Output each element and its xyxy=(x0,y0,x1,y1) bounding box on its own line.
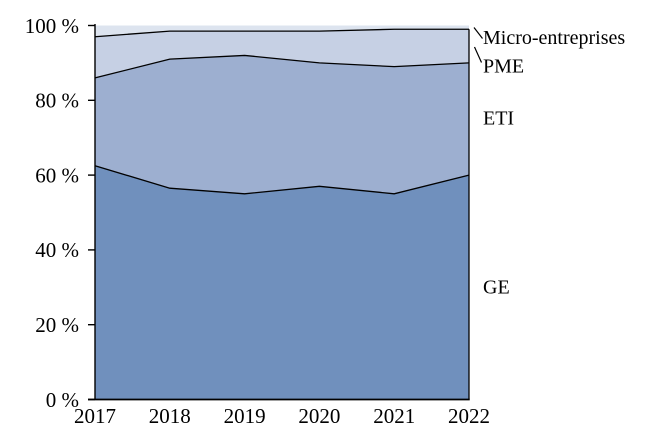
x-axis-tick-label: 2019 xyxy=(224,404,266,428)
x-axis-tick-label: 2018 xyxy=(149,404,191,428)
area-pme xyxy=(95,29,469,78)
series-label-micro-entreprises: Micro-entreprises xyxy=(483,27,625,49)
x-axis-tick-label: 2017 xyxy=(74,404,116,428)
leader-line-pme xyxy=(473,46,483,63)
y-axis-tick-label: 60 % xyxy=(35,163,79,187)
y-axis-tick-label: 40 % xyxy=(35,238,79,262)
leader-line-micro-entreprises xyxy=(473,27,483,39)
area-eti xyxy=(95,55,469,194)
series-label-eti: ETI xyxy=(483,108,514,130)
y-axis-tick-label: 20 % xyxy=(35,313,79,337)
y-axis-tick-label: 0 % xyxy=(46,388,79,412)
boundary-line-pme-top xyxy=(94,28,469,38)
x-axis-tick-label: 2021 xyxy=(373,404,415,428)
y-axis-tick-label: 80 % xyxy=(35,89,79,113)
area-ge xyxy=(95,165,469,400)
boundary-line-eti-top xyxy=(94,54,470,79)
boundary-line-ge-top xyxy=(94,165,470,195)
series-label-ge: GE xyxy=(483,277,510,299)
series-label-pme: PME xyxy=(483,56,524,78)
x-axis-tick-label: 2020 xyxy=(298,404,340,428)
x-axis-tick-label: 2022 xyxy=(448,404,490,428)
y-axis-tick-label: 100 % xyxy=(25,14,79,38)
